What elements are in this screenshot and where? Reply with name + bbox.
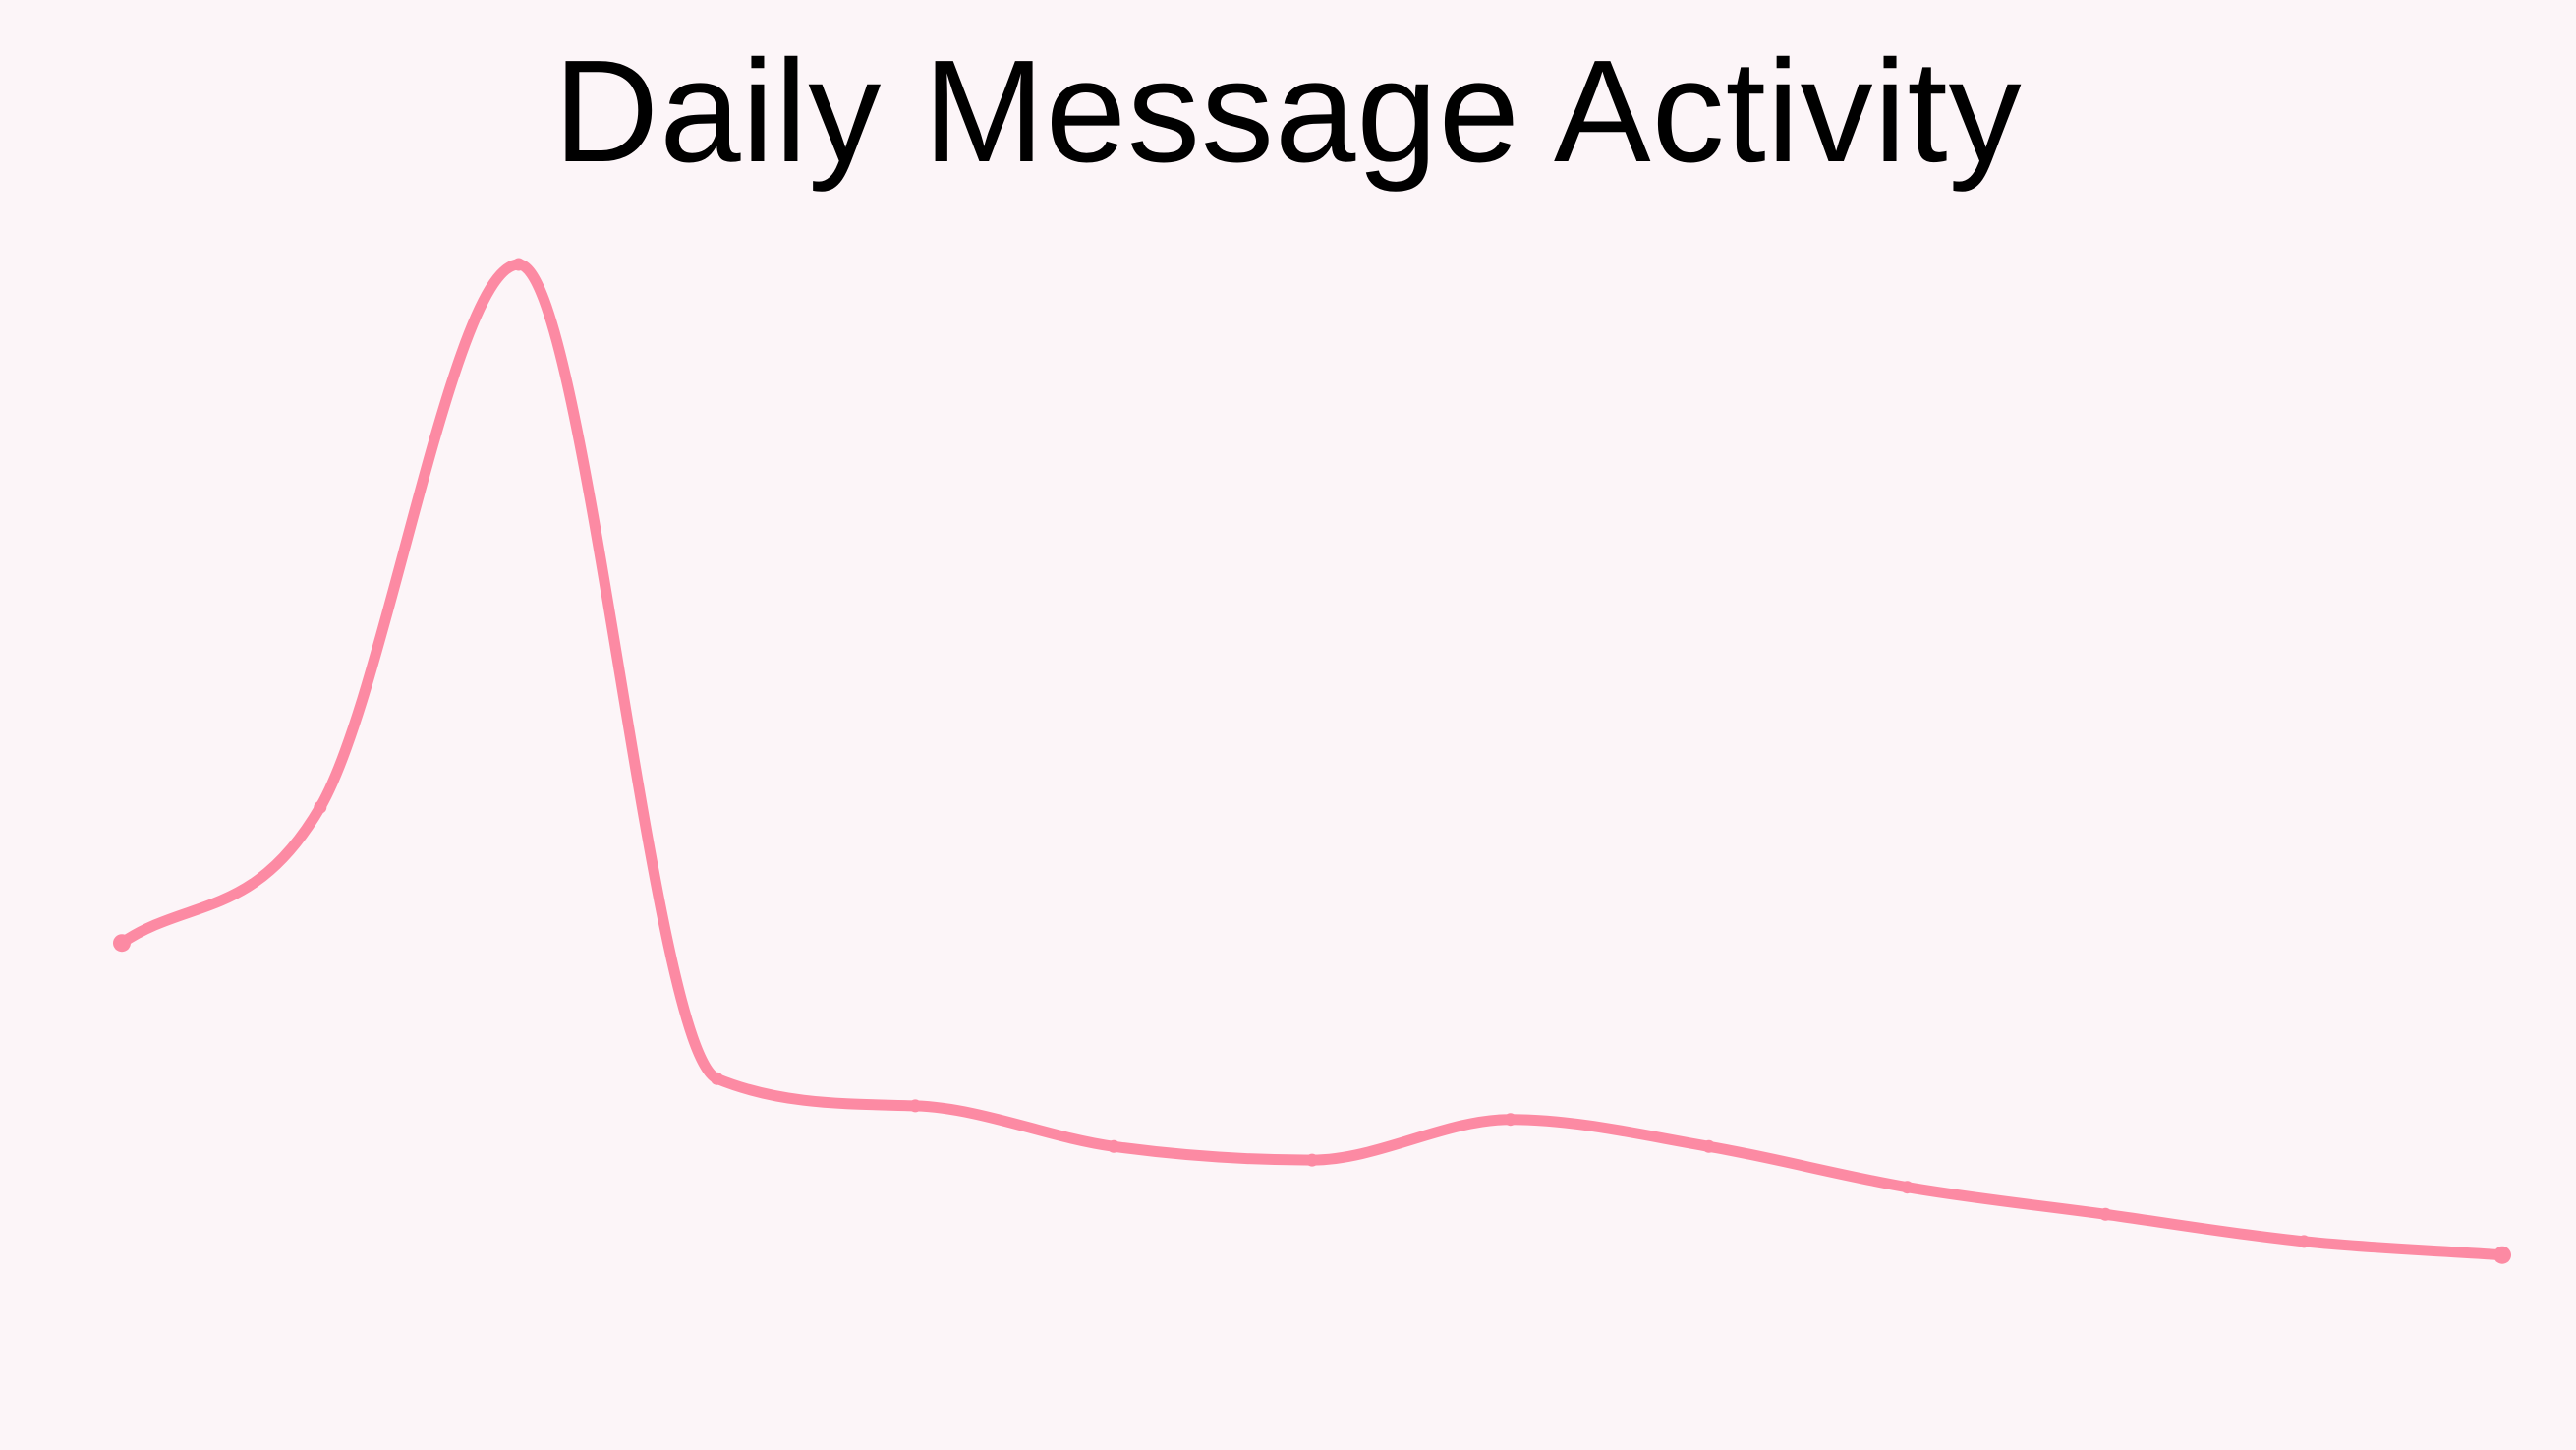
- data-point: [711, 1072, 723, 1085]
- data-point: [908, 1099, 922, 1113]
- data-point: [314, 800, 327, 814]
- data-point: [1305, 1153, 1319, 1167]
- series-line: [116, 259, 2508, 1261]
- data-point: [1901, 1181, 1914, 1194]
- data-point: [2098, 1207, 2112, 1221]
- data-point: [2493, 1246, 2511, 1264]
- data-point: [1107, 1139, 1120, 1153]
- data-point: [512, 258, 526, 271]
- data-point: [113, 934, 131, 953]
- chart-title: Daily Message Activity: [553, 30, 2023, 193]
- data-point: [2297, 1235, 2311, 1248]
- data-point: [1702, 1139, 1716, 1153]
- data-point: [1504, 1113, 1517, 1127]
